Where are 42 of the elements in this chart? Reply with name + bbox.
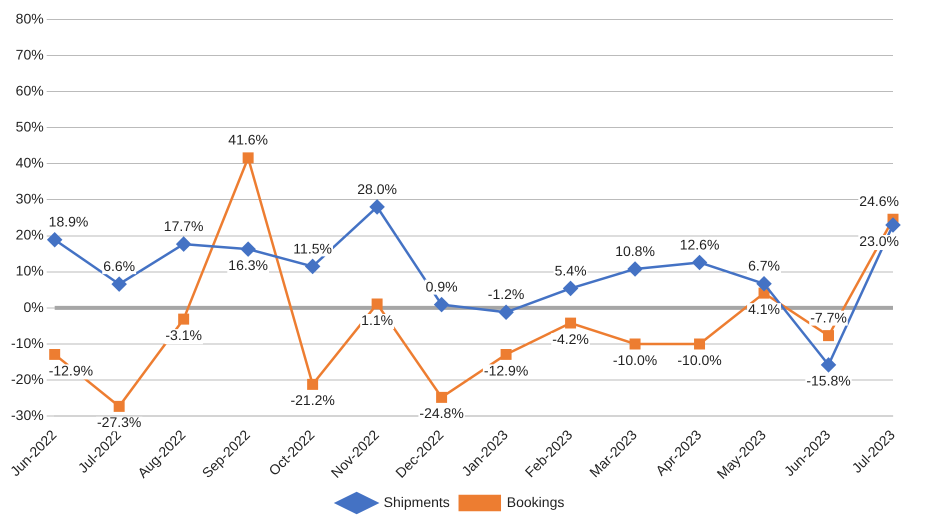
data-label: -3.1% bbox=[165, 326, 202, 343]
data-label: 6.7% bbox=[748, 258, 780, 274]
data-label: 11.5% bbox=[293, 240, 332, 256]
data-label: 16.3% bbox=[228, 256, 268, 273]
data-label: -21.2% bbox=[290, 392, 335, 408]
y-tick-label: 0% bbox=[23, 298, 44, 315]
data-label: 23.0% bbox=[859, 232, 900, 249]
y-tick-label: 60% bbox=[16, 82, 44, 98]
data-label: 4.1% bbox=[748, 300, 780, 317]
data-label: 12.6% bbox=[680, 236, 720, 252]
data-label: 18.9% bbox=[48, 214, 88, 230]
legend-label: Bookings bbox=[506, 494, 564, 510]
data-label: -24.8% bbox=[419, 405, 464, 422]
y-tick-label: 20% bbox=[16, 226, 44, 243]
y-tick-label: -20% bbox=[10, 370, 44, 387]
data-label: 41.6% bbox=[228, 132, 268, 148]
data-label: -12.9% bbox=[48, 362, 94, 378]
data-label: -15.8% bbox=[806, 372, 851, 389]
data-label: -10.0% bbox=[677, 352, 722, 368]
y-tick-label: 80% bbox=[16, 10, 44, 26]
data-label: 24.6% bbox=[859, 193, 900, 210]
data-label: 17.7% bbox=[164, 218, 204, 234]
data-label: -1.2% bbox=[488, 286, 524, 302]
y-tick-label: 70% bbox=[16, 46, 44, 62]
data-label: -7.7% bbox=[810, 310, 847, 326]
data-label: 10.8% bbox=[615, 242, 655, 259]
data-label: 1.1% bbox=[361, 312, 394, 328]
data-label: -10.0% bbox=[612, 352, 658, 368]
data-label: -4.2% bbox=[552, 330, 589, 347]
data-label: -27.3% bbox=[96, 414, 142, 430]
y-tick-label: -10% bbox=[10, 334, 44, 351]
y-tick-label: -30% bbox=[10, 406, 44, 423]
data-label: 28.0% bbox=[357, 180, 397, 197]
y-tick-label: 40% bbox=[16, 154, 44, 171]
y-tick-label: 30% bbox=[16, 190, 44, 207]
data-label: -12.9% bbox=[484, 362, 528, 378]
legend-label: Shipments bbox=[384, 494, 450, 510]
y-tick-label: 10% bbox=[16, 262, 44, 279]
data-label: 5.4% bbox=[554, 262, 587, 278]
y-tick-label: 50% bbox=[16, 118, 44, 134]
data-label: 0.9% bbox=[426, 278, 458, 295]
data-label: 6.6% bbox=[103, 258, 136, 274]
